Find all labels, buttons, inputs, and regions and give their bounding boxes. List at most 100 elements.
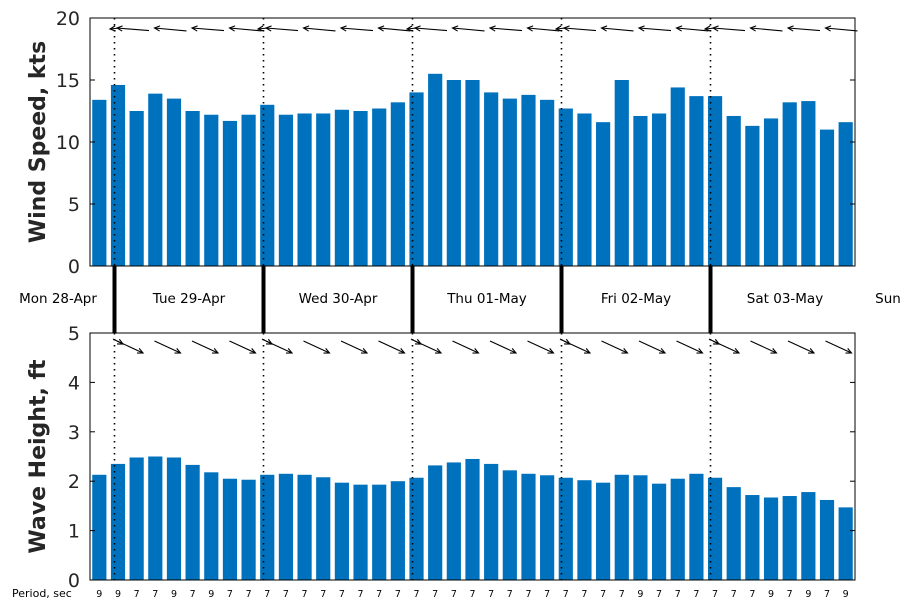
arrow-head <box>712 338 721 345</box>
period-value: 7 <box>749 589 755 600</box>
arrow-head <box>554 25 562 32</box>
period-value: 7 <box>731 589 737 600</box>
bar <box>521 94 536 266</box>
bar <box>390 102 405 266</box>
arrow-shaft <box>406 27 418 30</box>
wave-direction-arrow <box>154 340 182 354</box>
arrow-shaft <box>489 27 523 32</box>
arrow-shaft <box>825 27 858 32</box>
arrow-head <box>472 348 480 354</box>
period-value: 7 <box>619 589 625 600</box>
arrow-shaft <box>787 27 821 32</box>
wave-direction-arrow <box>303 340 331 354</box>
bar <box>596 482 611 580</box>
arrow-shaft <box>452 340 479 354</box>
arrow-head <box>451 25 459 32</box>
day-label: Thu 01-May <box>446 291 527 307</box>
bar <box>745 495 760 580</box>
arrow-shaft <box>559 338 571 345</box>
arrow-shaft <box>229 27 262 32</box>
arrow-head <box>786 25 794 32</box>
wave-direction-arrow <box>452 340 480 354</box>
arrow-shaft <box>257 27 269 30</box>
bar <box>707 96 723 267</box>
y-axis-label: Wave Height, ft <box>26 359 51 554</box>
bar <box>484 92 499 267</box>
arrow-shaft <box>601 340 628 354</box>
arrow-shaft <box>750 340 777 354</box>
arrow-head <box>360 348 369 354</box>
arrow-shaft <box>601 27 634 32</box>
wind-direction-arrow <box>339 25 374 32</box>
arrow-shaft <box>750 27 783 32</box>
arrow-head <box>190 25 198 32</box>
bar <box>129 457 144 580</box>
arrow-head <box>770 348 778 354</box>
period-value: 7 <box>656 589 662 600</box>
period-value: 7 <box>525 589 531 600</box>
bar <box>819 499 835 580</box>
wind-direction-arrow <box>115 25 150 32</box>
arrow-shaft <box>787 340 815 354</box>
wave-direction-arrow <box>676 340 704 354</box>
arrow-head <box>405 25 413 32</box>
bar <box>372 484 387 580</box>
arrow-head <box>377 25 385 32</box>
y-tick-label: 3 <box>68 422 80 444</box>
wind-direction-arrow <box>600 25 634 32</box>
bar <box>204 472 219 580</box>
arrow-head <box>600 25 608 32</box>
arrow-shaft <box>410 338 422 345</box>
period-value: 7 <box>376 589 382 600</box>
arrow-shaft <box>191 340 219 354</box>
bar <box>372 108 387 267</box>
arrow-head <box>153 25 161 32</box>
bar <box>222 478 238 580</box>
wave-direction-arrow <box>750 340 778 354</box>
wave-direction-arrow <box>229 340 257 354</box>
arrow-shaft <box>112 338 124 345</box>
wave-direction-arrow <box>787 340 816 354</box>
wave-direction-arrow <box>261 338 274 345</box>
period-value: 7 <box>544 589 550 600</box>
period-label: Period, sec <box>12 587 72 600</box>
y-tick-label: 20 <box>56 8 80 30</box>
arrow-shaft <box>303 340 330 354</box>
bar <box>110 84 126 267</box>
plot-frame <box>89 332 856 581</box>
arrow-head <box>174 348 182 354</box>
arrow-head <box>136 348 145 354</box>
arrow-head <box>824 25 832 32</box>
arrow-shaft <box>555 27 567 30</box>
arrow-head <box>845 348 853 354</box>
arrow-shaft <box>154 27 187 32</box>
wave-direction-arrow <box>340 340 369 354</box>
wind-direction-arrow <box>824 25 858 32</box>
period-value: 7 <box>264 589 270 600</box>
bar <box>92 99 107 266</box>
bar <box>204 114 219 266</box>
wind-direction-arrow <box>153 25 187 32</box>
wind-direction-arrow <box>228 25 262 32</box>
arrow-head <box>749 25 757 32</box>
period-value: 9 <box>115 589 121 600</box>
arrow-head <box>703 25 711 32</box>
wave-direction-arrow <box>489 340 518 354</box>
arrow-shaft <box>638 340 666 354</box>
arrow-head <box>488 25 496 32</box>
wave-direction-arrow <box>601 340 629 354</box>
arrow-shaft <box>676 340 703 354</box>
wind-direction-arrow <box>637 25 672 32</box>
arrow-shaft <box>303 27 336 32</box>
wave-direction-arrow <box>527 340 555 354</box>
bar <box>633 475 648 580</box>
arrow-head <box>323 348 331 354</box>
bar <box>428 465 443 580</box>
arrow-head <box>302 25 310 32</box>
bar <box>726 115 741 267</box>
period-value: 7 <box>712 589 718 600</box>
period-value: 7 <box>507 589 513 600</box>
period-value: 7 <box>152 589 158 600</box>
bar <box>334 109 349 266</box>
arrow-shaft <box>265 27 299 32</box>
